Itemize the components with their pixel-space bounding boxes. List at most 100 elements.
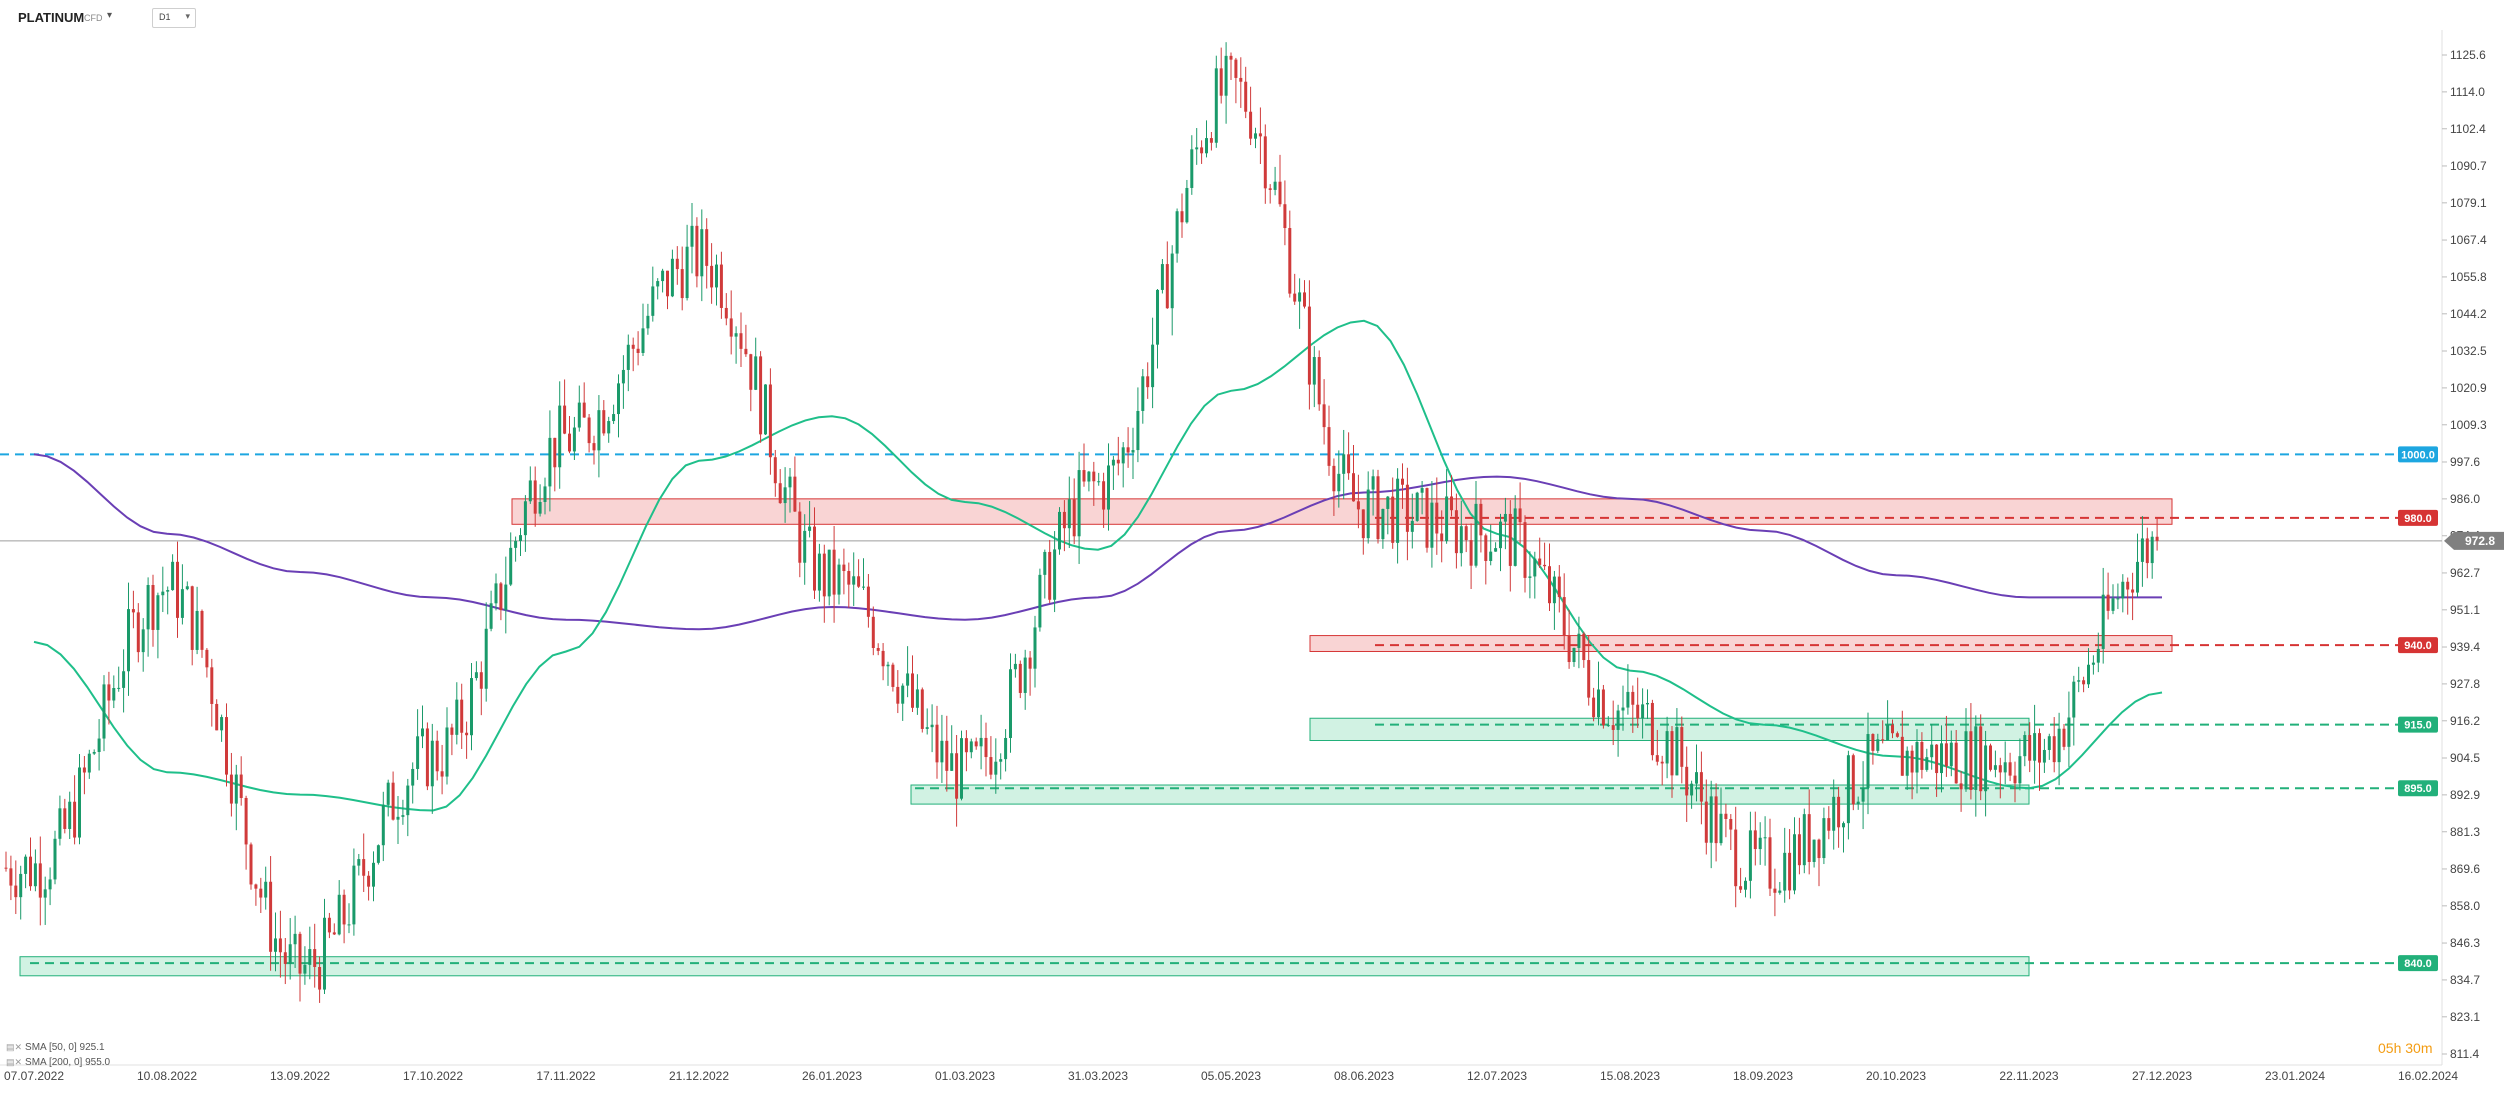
candle-up — [1366, 489, 1370, 539]
timeframe-select[interactable]: D1 ▾ — [152, 8, 196, 28]
candle-up — [406, 785, 410, 816]
candle-up — [1342, 454, 1346, 474]
candle-up — [2023, 735, 2027, 757]
candle-up — [220, 717, 224, 731]
candle-up — [1905, 750, 1909, 776]
candle-down — [1200, 147, 1204, 154]
candle-down — [935, 724, 939, 763]
candle-down — [1979, 726, 1983, 792]
candle-up — [2067, 717, 2071, 747]
candle-up — [734, 333, 738, 337]
candle-up — [1597, 689, 1600, 718]
candle-down — [313, 949, 317, 967]
candle-down — [876, 647, 880, 651]
candle-up — [1298, 292, 1302, 302]
candle-down — [1479, 503, 1483, 536]
caret-down-icon[interactable]: ▾ — [107, 10, 113, 21]
candle-up — [715, 264, 718, 288]
candle-down — [2106, 594, 2110, 611]
candle-down — [4, 867, 8, 869]
candle-down — [2013, 775, 2017, 784]
x-tick-label: 10.08.2022 — [137, 1069, 197, 1083]
candle-up — [1097, 481, 1101, 483]
candle-down — [984, 737, 988, 758]
candle-down — [176, 561, 179, 618]
candle-down — [1827, 818, 1831, 831]
candle-down — [1048, 551, 1052, 600]
candle-down — [1352, 473, 1355, 502]
resistance-zone — [511, 498, 2173, 525]
legend-sma200[interactable]: ▤✕ SMA [200, 0] 955.0 — [6, 1055, 110, 1070]
candle-down — [1807, 814, 1811, 862]
candle-up — [1087, 471, 1091, 482]
candle-up — [930, 724, 934, 728]
candle-up — [288, 944, 292, 964]
candle-down — [1229, 55, 1233, 60]
candle-down — [582, 402, 586, 418]
chart-toolbar: PLATINUM CFD ▾ D1 ▾ — [0, 0, 2400, 36]
candle-down — [239, 774, 243, 798]
y-tick-label: 1090.7 — [2450, 159, 2487, 173]
candle-up — [1744, 880, 1747, 890]
candle-up — [1709, 796, 1713, 843]
candle-up — [1371, 476, 1375, 490]
candle-up — [396, 816, 400, 820]
candle-down — [73, 801, 77, 838]
candle-down — [1881, 739, 1885, 741]
candle-down — [778, 483, 782, 504]
level-tag — [2398, 637, 2438, 654]
candle-up — [2042, 749, 2046, 763]
candle-down — [2028, 735, 2032, 761]
candle-up — [33, 863, 37, 887]
candle-up — [1474, 503, 1478, 566]
candle-up — [2091, 662, 2095, 665]
candle-up — [690, 225, 694, 247]
candle-down — [254, 884, 258, 889]
candle-up — [1930, 744, 1934, 758]
candle-down — [1582, 633, 1586, 661]
candle-up — [1107, 465, 1110, 510]
legend-sma50[interactable]: ▤✕ SMA [50, 0] 925.1 — [6, 1040, 110, 1055]
candle-down — [205, 649, 209, 668]
y-tick-label: 1102.4 — [2450, 122, 2486, 136]
candle-down — [1293, 293, 1297, 302]
candle-up — [112, 687, 116, 701]
candle-down — [2082, 680, 2086, 685]
candle-down — [465, 732, 469, 736]
candle-down — [367, 875, 371, 887]
last-price-tag — [2444, 531, 2504, 550]
candle-down — [1356, 501, 1360, 510]
candle-up — [1381, 508, 1385, 540]
candle-down — [1405, 484, 1409, 532]
candle-up — [293, 933, 297, 945]
candle-up — [1489, 551, 1493, 561]
candle-up — [1802, 814, 1806, 866]
candle-down — [2052, 736, 2056, 763]
candle-up — [999, 759, 1003, 762]
candle-up — [1053, 549, 1057, 600]
candle-down — [911, 673, 914, 708]
candle-down — [881, 650, 885, 667]
candle-up — [455, 699, 459, 735]
level-tag-label: 915.0 — [2404, 720, 2432, 732]
candle-down — [1650, 702, 1654, 756]
instrument-name[interactable]: PLATINUM — [18, 10, 85, 25]
candle-down — [1062, 511, 1066, 529]
candle-down — [1954, 742, 1958, 784]
candle-up — [1013, 663, 1017, 670]
candle-up — [558, 405, 562, 468]
candle-down — [1464, 526, 1468, 541]
candle-down — [1376, 476, 1380, 540]
y-tick-label: 1125.6 — [2450, 48, 2486, 62]
candle-up — [185, 586, 189, 590]
candle-up — [969, 741, 973, 753]
x-tick-label: 07.07.2022 — [4, 1069, 64, 1083]
candle-up — [2072, 681, 2076, 718]
candle-down — [1322, 404, 1326, 428]
candle-up — [1254, 133, 1257, 139]
candle-down — [533, 480, 537, 514]
candle-up — [1964, 731, 1968, 790]
candle-down — [2145, 538, 2149, 564]
level-tag — [2398, 446, 2438, 463]
